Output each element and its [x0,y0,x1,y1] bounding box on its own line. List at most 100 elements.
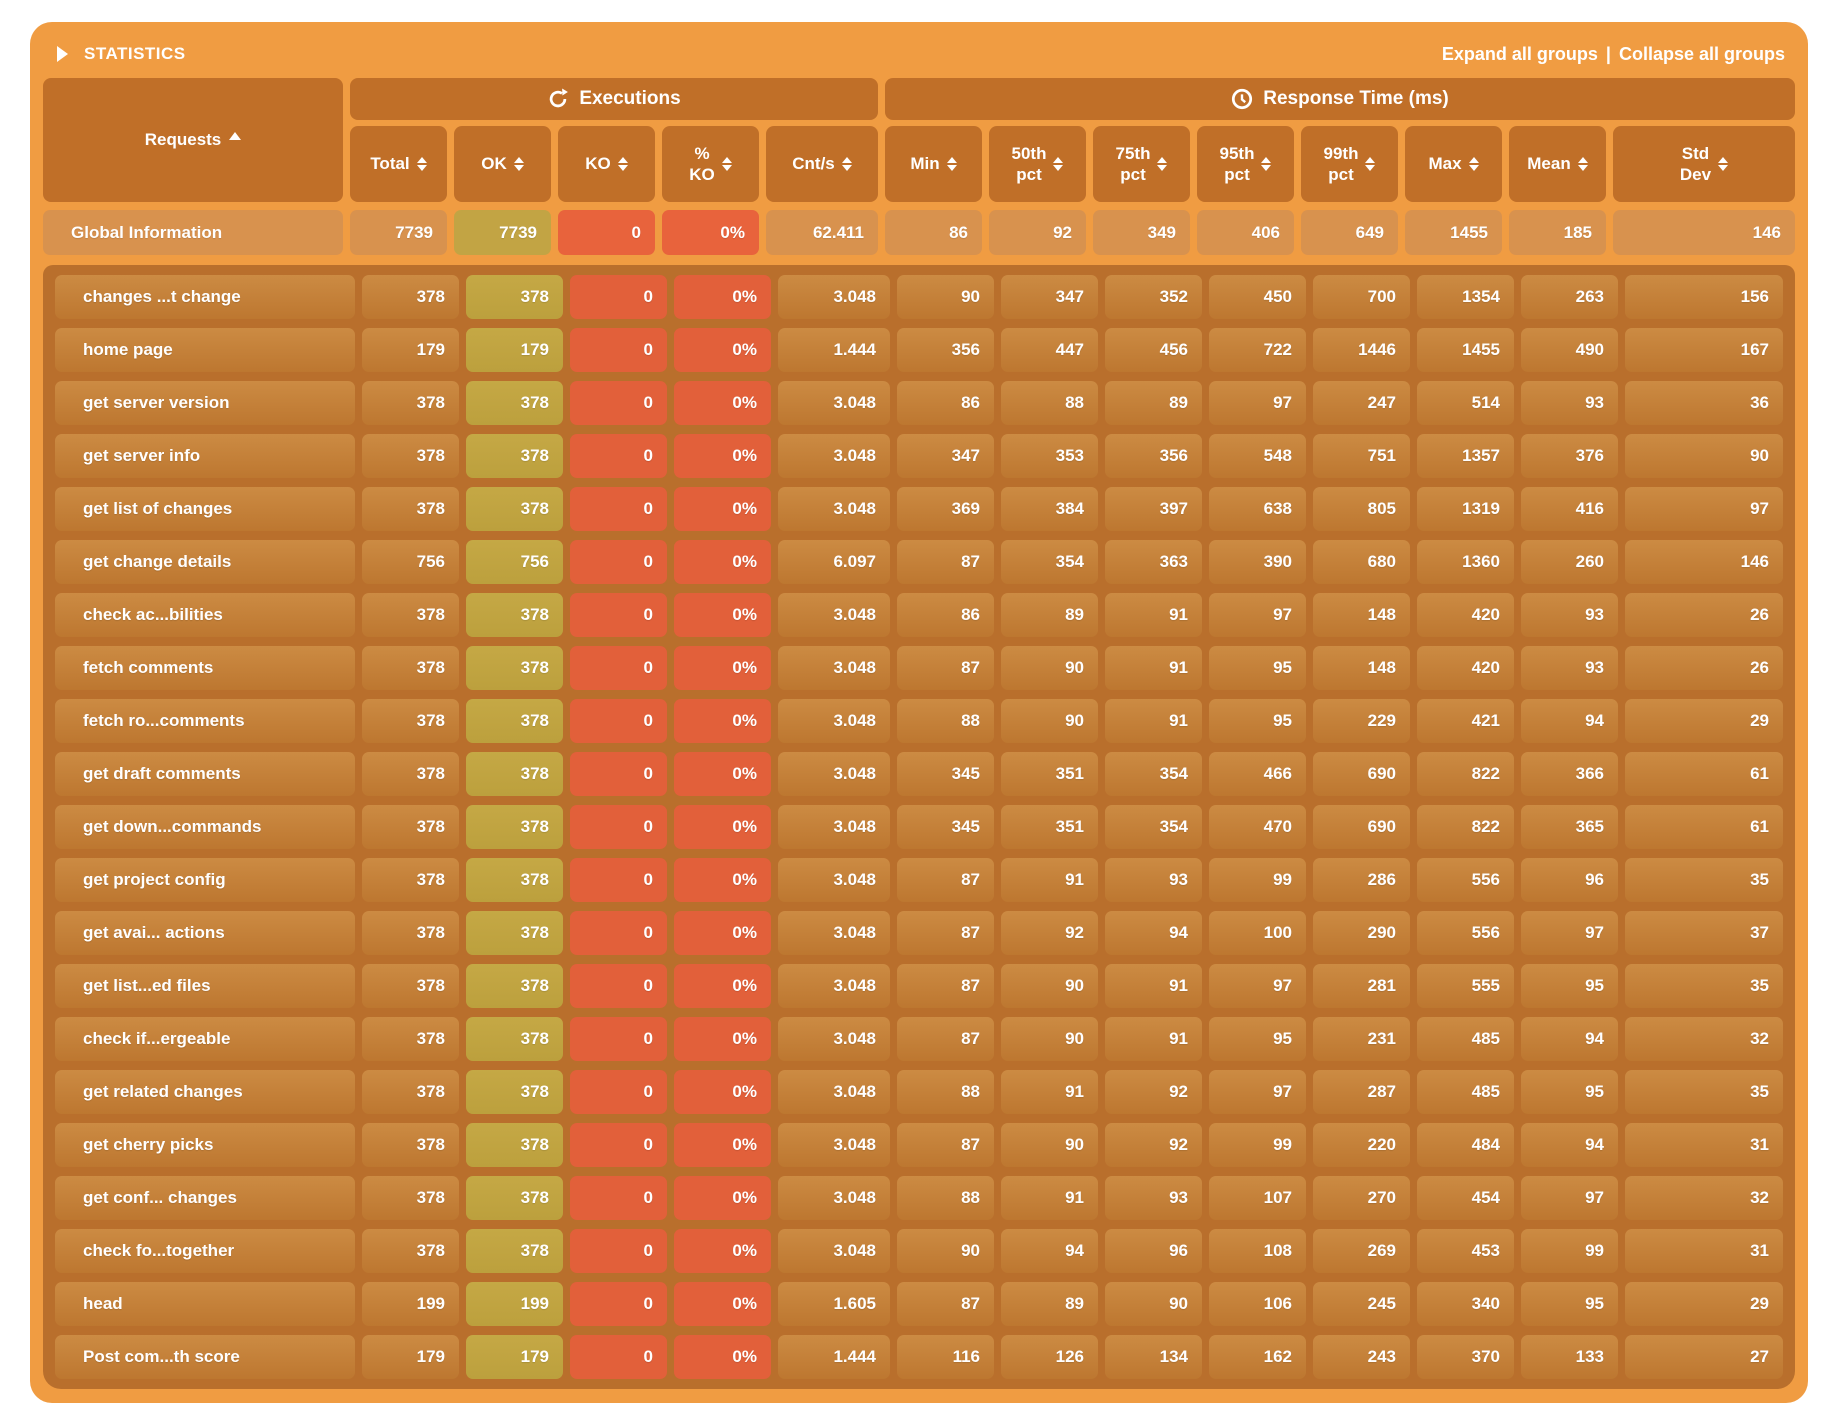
stat-cell-75th-pct: 91 [1105,646,1202,690]
stat-cell-ko: 0% [674,1070,771,1114]
group-controls: Expand all groups | Collapse all groups [1442,44,1785,65]
stat-cell-ko: 0% [662,210,759,255]
stat-cell-99th-pct: 148 [1313,593,1410,637]
refresh-icon [550,88,569,108]
column-header-label: 95th pct [1219,143,1255,184]
stat-cell-mean: 376 [1521,434,1618,478]
column-header-label: % KO [689,143,715,184]
column-header-cnt-s[interactable]: Cnt/s [766,126,878,202]
requests-header-label: Requests [144,130,222,150]
request-name-cell[interactable]: get change details [55,540,355,584]
stat-cell-std-dev: 37 [1625,911,1783,955]
stat-cell-95th-pct: 95 [1209,699,1306,743]
stat-cell-cnt-s: 3.048 [778,1176,890,1220]
statistics-title-bar: STATISTICS Expand all groups | Collapse … [43,32,1795,76]
stat-cell-ko: 0 [570,275,667,319]
stat-cell-75th-pct: 456 [1105,328,1202,372]
column-header-75th-pct[interactable]: 75th pct [1093,126,1190,202]
request-name-cell[interactable]: get conf... changes [55,1176,355,1220]
request-name-cell[interactable]: head [55,1282,355,1326]
stat-cell-95th-pct: 107 [1209,1176,1306,1220]
column-header-min[interactable]: Min [885,126,982,202]
stat-cell-mean: 94 [1521,1123,1618,1167]
stat-cell-99th-pct: 148 [1313,646,1410,690]
stat-cell-min: 87 [897,1123,994,1167]
column-header-max[interactable]: Max [1405,126,1502,202]
stat-cell-75th-pct: 92 [1105,1123,1202,1167]
stat-cell-50th-pct: 92 [1001,911,1098,955]
column-header-label: Max [1428,154,1462,174]
request-name-cell[interactable]: fetch ro...comments [55,699,355,743]
stat-cell-total: 378 [362,1123,459,1167]
stat-cell-std-dev: 61 [1625,752,1783,796]
stat-cell-max: 822 [1417,805,1514,849]
stat-cell-75th-pct: 91 [1105,593,1202,637]
stat-cell-99th-pct: 287 [1313,1070,1410,1114]
request-name-cell[interactable]: home page [55,328,355,372]
stat-cell-min: 90 [897,275,994,319]
column-header-std-dev[interactable]: Std Dev [1613,126,1795,202]
stats-header-grid: Requests Executions Response Time (ms) T… [43,78,1795,202]
stat-cell-ok: 7739 [454,210,551,255]
stat-cell-cnt-s: 3.048 [778,275,890,319]
request-name-cell[interactable]: get project config [55,858,355,902]
stat-cell-99th-pct: 1446 [1313,328,1410,372]
stat-cell-cnt-s: 3.048 [778,1070,890,1114]
request-name-cell[interactable]: get server info [55,434,355,478]
stat-cell-mean: 93 [1521,381,1618,425]
column-header-50th-pct[interactable]: 50th pct [989,126,1086,202]
sort-icon [416,157,427,171]
stat-cell-cnt-s: 3.048 [778,487,890,531]
collapse-caret-icon[interactable] [57,46,68,62]
request-name-cell[interactable]: check if...ergeable [55,1017,355,1061]
column-header-requests[interactable]: Requests [43,78,343,202]
global-information-name-cell[interactable]: Global Information [43,210,343,255]
stat-cell-total: 378 [362,487,459,531]
column-header-total[interactable]: Total [350,126,447,202]
column-header-ko[interactable]: KO [558,126,655,202]
stat-cell-mean: 95 [1521,1070,1618,1114]
request-name-cell[interactable]: get server version [55,381,355,425]
stat-cell-cnt-s: 3.048 [778,964,890,1008]
column-header-99th-pct[interactable]: 99th pct [1301,126,1398,202]
stat-cell-99th-pct: 286 [1313,858,1410,902]
stat-cell-99th-pct: 243 [1313,1335,1410,1379]
request-name-cell[interactable]: get cherry picks [55,1123,355,1167]
request-name-cell[interactable]: changes ...t change [55,275,355,319]
stat-cell-50th-pct: 126 [1001,1335,1098,1379]
global-information-row: Global Information 7739 7739 0 0% 62.411 86 92 3… [43,210,1795,255]
request-name-cell[interactable]: get down...commands [55,805,355,849]
column-header-mean[interactable]: Mean [1509,126,1606,202]
stat-cell-total: 378 [362,1229,459,1273]
stat-cell-total: 378 [362,858,459,902]
statistics-panel: STATISTICS Expand all groups | Collapse … [30,22,1808,1403]
request-name-cell[interactable]: get related changes [55,1070,355,1114]
request-name-cell[interactable]: get list...ed files [55,964,355,1008]
request-name-cell[interactable]: get list of changes [55,487,355,531]
column-header-95th-pct[interactable]: 95th pct [1197,126,1294,202]
stat-cell-50th-pct: 347 [1001,275,1098,319]
column-header-ko[interactable]: % KO [662,126,759,202]
stat-cell-75th-pct: 354 [1105,752,1202,796]
request-name-cell[interactable]: get draft comments [55,752,355,796]
stat-cell-ko: 0% [674,805,771,849]
stat-cell-75th-pct: 349 [1093,210,1190,255]
request-name-cell[interactable]: get avai... actions [55,911,355,955]
executions-group-header: Executions [350,78,878,120]
request-name-cell[interactable]: Post com...th score [55,1335,355,1379]
expand-all-groups-link[interactable]: Expand all groups [1441,43,1598,64]
stat-cell-cnt-s: 3.048 [778,593,890,637]
stat-cell-75th-pct: 91 [1105,1017,1202,1061]
stat-cell-95th-pct: 722 [1209,328,1306,372]
stat-cell-ko: 0% [674,858,771,902]
stat-cell-ko: 0 [570,1335,667,1379]
links-separator: | [1605,43,1611,64]
stat-cell-total: 378 [362,646,459,690]
request-name-cell[interactable]: check fo...together [55,1229,355,1273]
collapse-all-groups-link[interactable]: Collapse all groups [1618,43,1785,64]
column-header-ok[interactable]: OK [454,126,551,202]
stat-cell-ko: 0% [674,1282,771,1326]
request-name-cell[interactable]: fetch comments [55,646,355,690]
request-name-cell[interactable]: check ac...bilities [55,593,355,637]
stat-cell-min: 87 [897,1017,994,1061]
